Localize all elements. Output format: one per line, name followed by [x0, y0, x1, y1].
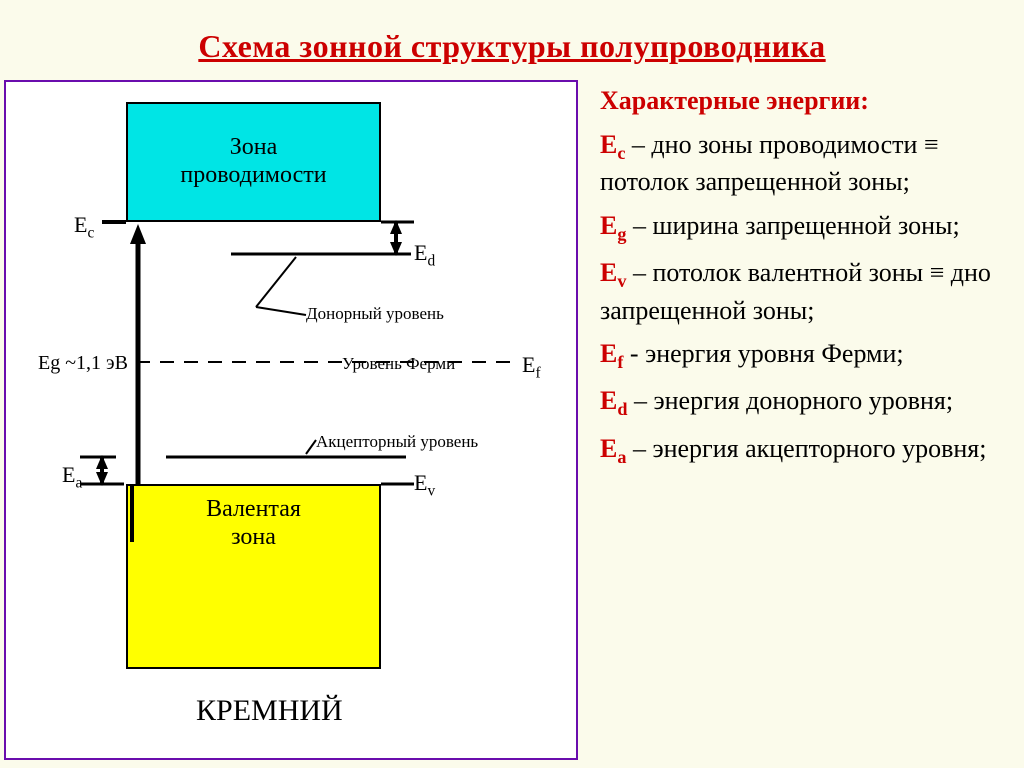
fermi-level-label: Уровень Ферми [342, 354, 455, 374]
legend-item-ec: Ec – дно зоны проводимости ≡ потолок зап… [600, 128, 1006, 199]
acceptor-level-label: Акцепторный уровень [316, 432, 478, 452]
legend-item-ed: Ed – энергия донорного уровня; [600, 384, 1006, 421]
ef-label: Ef [522, 352, 541, 382]
legend-item-ef: Ef - энергия уровня Ферми; [600, 337, 1006, 374]
legend-heading: Характерные энергии: [600, 86, 1006, 116]
content-area: Зонапроводимости Валентаязона [0, 80, 1024, 768]
donor-level-label: Донорный уровень [306, 304, 444, 324]
ea-label: Ea [62, 462, 82, 492]
legend-panel: Характерные энергии: Ec – дно зоны прово… [590, 80, 1016, 485]
legend-item-ev: Ev – потолок валентной зоны ≡ дно запрещ… [600, 256, 1006, 327]
eg-label: Eg ~1,1 эВ [38, 352, 128, 375]
legend-item-eg: Eg – ширина запрещенной зоны; [600, 209, 1006, 246]
ev-label: Ev [414, 470, 435, 500]
ec-label: Ec [74, 212, 94, 242]
ed-label: Ed [414, 240, 435, 270]
page-title: Схема зонной структуры полупроводника [0, 0, 1024, 65]
material-label: КРЕМНИЙ [196, 694, 343, 728]
diagram-lines [6, 82, 580, 762]
diagram-panel: Зонапроводимости Валентаязона [4, 80, 578, 760]
legend-item-ea: Ea – энергия акцепторного уровня; [600, 432, 1006, 469]
